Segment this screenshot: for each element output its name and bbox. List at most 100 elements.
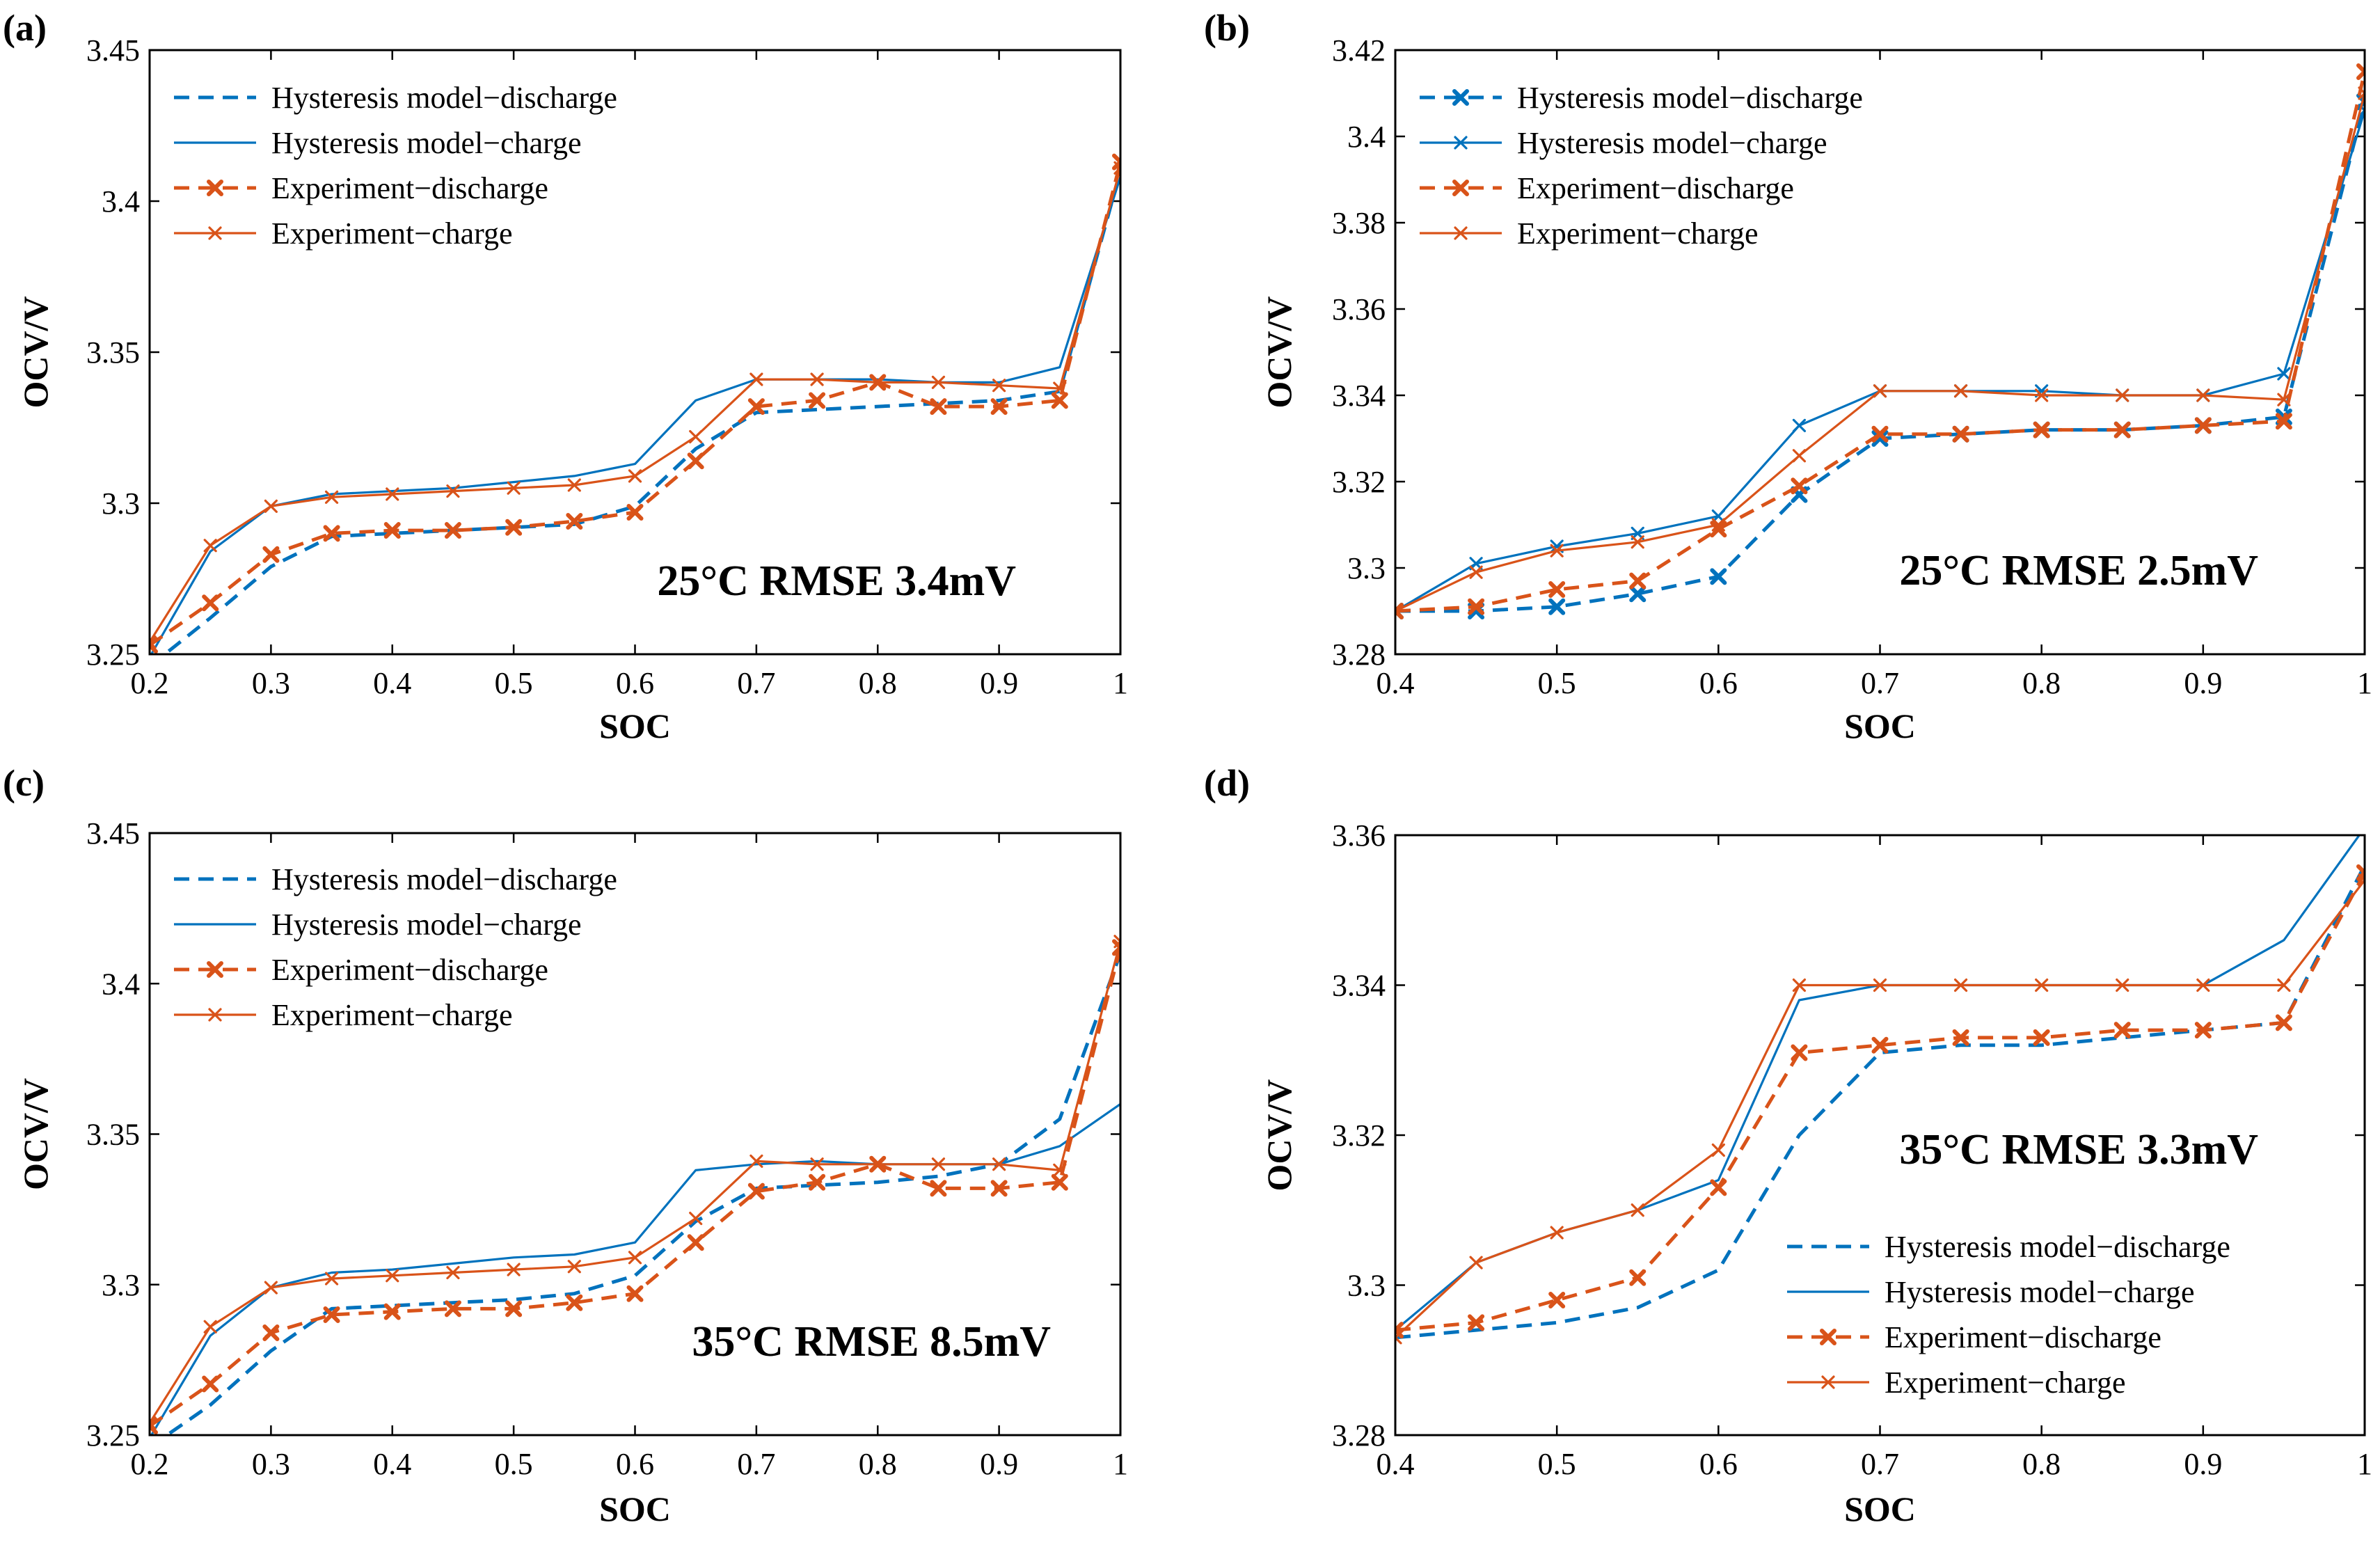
x-marker [1469, 565, 1483, 579]
x-marker [446, 484, 460, 498]
x-marker [990, 1180, 1008, 1197]
x-tick-label: 0.3 [252, 1447, 290, 1481]
x-marker [1452, 180, 1469, 196]
x-axis-title: SOC [1844, 1489, 1916, 1528]
y-tick-label: 3.32 [1332, 465, 1386, 499]
legend-entry: Hysteresis model−charge [271, 126, 582, 160]
y-tick-label: 3.4 [102, 967, 140, 1001]
x-marker [1952, 1029, 1969, 1046]
series-line [164, 953, 1120, 1435]
x-marker [2277, 367, 2291, 381]
legend-entry: Experiment−charge [1885, 1366, 2126, 1400]
plot-area [150, 935, 1120, 1435]
series-0 [164, 953, 1120, 1435]
x-marker [150, 642, 158, 654]
x-marker [749, 372, 763, 386]
x-marker [2035, 388, 2049, 402]
x-tick-label: 1 [1113, 1447, 1128, 1481]
x-marker [2196, 388, 2210, 402]
x-marker [2358, 109, 2365, 118]
chart-panel-d: 0.4 0.5 0.6 0.7 0.8 0.9 1 3.28 3.3 3.32 3.34 3.36 Hy… [1204, 762, 2372, 1528]
x-marker [2277, 978, 2291, 992]
x-marker [567, 1260, 581, 1274]
x-marker [202, 1375, 219, 1393]
x-marker [930, 398, 947, 416]
x-marker [507, 1263, 521, 1276]
x-marker [264, 1281, 278, 1295]
y-tick-label: 3.36 [1332, 818, 1386, 853]
legend-entry: Hysteresis model−discharge [271, 862, 617, 896]
series-line [1395, 864, 2365, 1340]
x-marker [992, 379, 1006, 393]
x-tick-label: 0.4 [373, 666, 411, 700]
legend: Hysteresis model−discharge Hysteresis mod… [1420, 81, 1863, 251]
chart-panel-a: 0.2 0.3 0.4 0.5 0.6 0.7 0.8 0.9 1 3.25 3.3 3.35 3.4 3… [3, 7, 1128, 745]
y-axis-title: OCV/V [16, 296, 55, 408]
x-tick-label: 0.8 [2022, 1447, 2061, 1481]
legend-entry: Hysteresis model−charge [271, 908, 582, 942]
x-marker [150, 636, 158, 649]
y-tick-label: 3.4 [1347, 120, 1386, 154]
x-marker [1871, 430, 1889, 447]
x-marker [2356, 63, 2365, 75]
x-marker [208, 1008, 222, 1022]
x-marker [1112, 939, 1120, 951]
x-marker [1395, 1336, 1402, 1345]
x-marker [2113, 421, 2131, 438]
x-marker [383, 522, 401, 539]
x-tick-label: 0.2 [131, 1447, 169, 1481]
x-axis-title: SOC [1844, 706, 1916, 745]
x-marker [1629, 1269, 1647, 1286]
x-marker [323, 525, 340, 542]
x-marker [687, 1234, 704, 1251]
panel-label: (b) [1204, 7, 1250, 49]
x-marker [2358, 91, 2365, 100]
series-3 [1395, 86, 2365, 618]
x-marker [207, 180, 223, 196]
x-marker [566, 1294, 583, 1311]
x-marker [931, 375, 946, 390]
x-marker [150, 635, 157, 644]
x-tick-label: 0.6 [616, 1447, 654, 1481]
x-marker [1631, 535, 1644, 549]
x-tick-label: 0.8 [859, 666, 897, 700]
x-marker [446, 1265, 460, 1280]
x-marker [871, 1157, 884, 1171]
x-marker [2356, 68, 2365, 80]
plot-frame [148, 832, 1122, 1437]
x-marker [1113, 935, 1120, 943]
x-marker [2113, 1022, 2131, 1039]
y-tick-label: 3.38 [1332, 206, 1386, 240]
y-tick-label: 3.45 [86, 33, 140, 68]
x-marker [1395, 604, 1402, 613]
x-tick-label: 0.4 [373, 1447, 411, 1481]
legend-entry: Hysteresis model−discharge [271, 81, 617, 115]
panel-label: (a) [3, 7, 47, 49]
x-marker [990, 398, 1008, 416]
x-marker [203, 539, 217, 553]
panel-label: (c) [3, 762, 45, 804]
x-tick-label: 0.5 [1538, 1447, 1576, 1481]
x-tick-label: 0.6 [616, 666, 654, 700]
x-marker [2116, 388, 2129, 402]
x-marker [1051, 392, 1068, 409]
legend-entry: Experiment−charge [271, 216, 513, 251]
x-tick-label: 0.3 [252, 666, 290, 700]
x-marker [1053, 1163, 1067, 1178]
x-tick-label: 1 [2357, 666, 2372, 700]
plot-frame [148, 49, 1122, 656]
x-marker [689, 1211, 703, 1226]
y-tick-label: 3.4 [102, 184, 140, 219]
x-marker [809, 392, 826, 409]
x-marker [208, 226, 222, 240]
x-marker [1454, 136, 1468, 150]
y-tick-label: 3.3 [102, 1268, 140, 1302]
x-marker [1711, 1143, 1725, 1157]
x-marker [324, 490, 339, 504]
legend-entry: Hysteresis model−discharge [1517, 81, 1863, 115]
y-tick-label: 3.28 [1332, 1418, 1386, 1453]
x-marker [626, 1285, 644, 1302]
x-marker [150, 640, 157, 649]
plot-area [1395, 835, 2365, 1345]
annotation: 25°C RMSE 3.4mV [657, 557, 1016, 605]
